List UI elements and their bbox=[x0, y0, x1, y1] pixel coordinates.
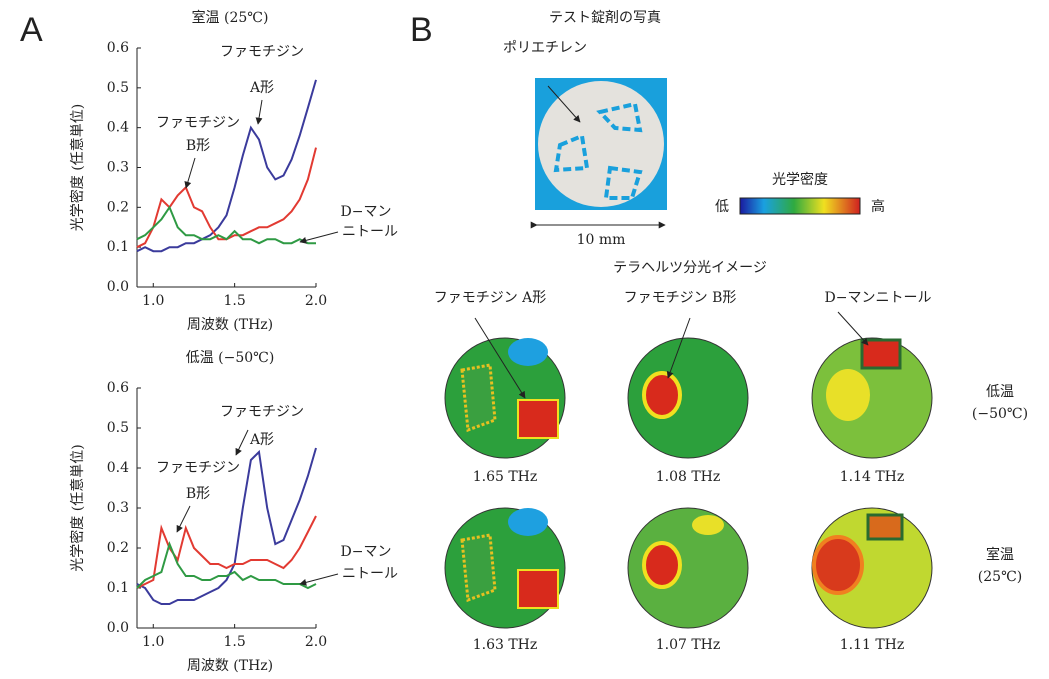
x-tick-label: 1.5 bbox=[224, 634, 246, 650]
image-title: テラヘルツ分光イメージ bbox=[613, 260, 767, 276]
y-tick-label: 0.5 bbox=[107, 420, 129, 436]
chart-title: 低温 (−50℃) bbox=[186, 350, 275, 366]
annotation-arrow bbox=[186, 158, 195, 188]
row-label: (25℃) bbox=[978, 569, 1022, 585]
y-axis-label: 光学密度 (任意単位) bbox=[69, 104, 86, 231]
y-tick-label: 0.0 bbox=[107, 279, 129, 295]
y-tick-label: 0.2 bbox=[107, 199, 129, 215]
series-line bbox=[137, 80, 316, 251]
colorbar bbox=[740, 198, 860, 214]
annotation: A形 bbox=[249, 80, 274, 96]
colorbar-low: 低 bbox=[715, 199, 729, 215]
frequency: 1.65 THz bbox=[473, 469, 538, 485]
column-header: ファモチジン A形 bbox=[434, 290, 547, 306]
x-axis-label: 周波数 (THz) bbox=[187, 317, 273, 333]
y-tick-label: 0.2 bbox=[107, 540, 129, 556]
annotation: B形 bbox=[186, 486, 210, 502]
annotation: D−マン bbox=[341, 544, 392, 560]
y-tick-label: 0.5 bbox=[107, 80, 129, 96]
row-label: (−50℃) bbox=[972, 406, 1028, 422]
chart-title: 室温 (25℃) bbox=[192, 9, 269, 26]
y-tick-label: 0.4 bbox=[107, 460, 129, 476]
column-header: D−マンニトール bbox=[825, 290, 932, 306]
y-tick-label: 0.6 bbox=[107, 40, 129, 56]
photo-label: ポリエチレン bbox=[503, 40, 587, 56]
annotation: ファモチジン bbox=[220, 44, 304, 60]
annotation: B形 bbox=[186, 138, 210, 154]
photo-title: テスト錠剤の写真 bbox=[549, 10, 661, 26]
colorbar-high: 高 bbox=[871, 198, 885, 215]
y-axis-label: 光学密度 (任意単位) bbox=[69, 444, 86, 571]
annotation-arrow bbox=[300, 574, 338, 584]
annotation-arrow bbox=[258, 100, 262, 124]
annotation: ニトール bbox=[342, 566, 398, 582]
annotation: ファモチジン bbox=[156, 115, 240, 131]
x-tick-label: 1.0 bbox=[142, 634, 164, 650]
annotation: ファモチジン bbox=[220, 404, 304, 420]
frequency: 1.11 THz bbox=[840, 637, 905, 653]
frequency: 1.08 THz bbox=[656, 469, 721, 485]
frequency: 1.07 THz bbox=[656, 637, 721, 653]
y-tick-label: 0.3 bbox=[107, 500, 129, 516]
row-label: 低温 bbox=[986, 384, 1014, 400]
panel-label: B bbox=[410, 11, 433, 49]
annotation-arrow bbox=[300, 232, 338, 242]
y-tick-label: 0.4 bbox=[107, 120, 129, 136]
arrow bbox=[838, 312, 868, 345]
figure: A B テスト錠剤の写真 ポリエチレン 10 mm 光学密度 低 高 テラヘルツ… bbox=[0, 0, 1049, 679]
annotation: D−マン bbox=[341, 204, 392, 220]
annotation-arrow bbox=[177, 506, 190, 532]
x-tick-label: 2.0 bbox=[305, 634, 327, 650]
frequency: 1.63 THz bbox=[473, 637, 538, 653]
x-axis-label: 周波数 (THz) bbox=[187, 658, 273, 674]
row-label: 室温 bbox=[986, 546, 1014, 563]
annotation: A形 bbox=[249, 432, 274, 448]
x-tick-label: 1.5 bbox=[224, 293, 246, 309]
annotation: ファモチジン bbox=[156, 460, 240, 476]
y-tick-label: 0.0 bbox=[107, 620, 129, 636]
x-tick-label: 2.0 bbox=[305, 293, 327, 309]
scale-label: 10 mm bbox=[577, 232, 626, 248]
frequency: 1.14 THz bbox=[840, 469, 905, 485]
panel-label: A bbox=[20, 11, 43, 49]
annotation: ニトール bbox=[342, 224, 398, 240]
y-tick-label: 0.3 bbox=[107, 160, 129, 176]
tablet bbox=[538, 81, 664, 207]
colorbar-title: 光学密度 bbox=[772, 171, 828, 188]
x-tick-label: 1.0 bbox=[142, 293, 164, 309]
annotation-arrow bbox=[236, 430, 248, 455]
y-tick-label: 0.6 bbox=[107, 380, 129, 396]
column-header: ファモチジン B形 bbox=[624, 290, 737, 306]
y-tick-label: 0.1 bbox=[107, 239, 129, 255]
y-tick-label: 0.1 bbox=[107, 580, 129, 596]
